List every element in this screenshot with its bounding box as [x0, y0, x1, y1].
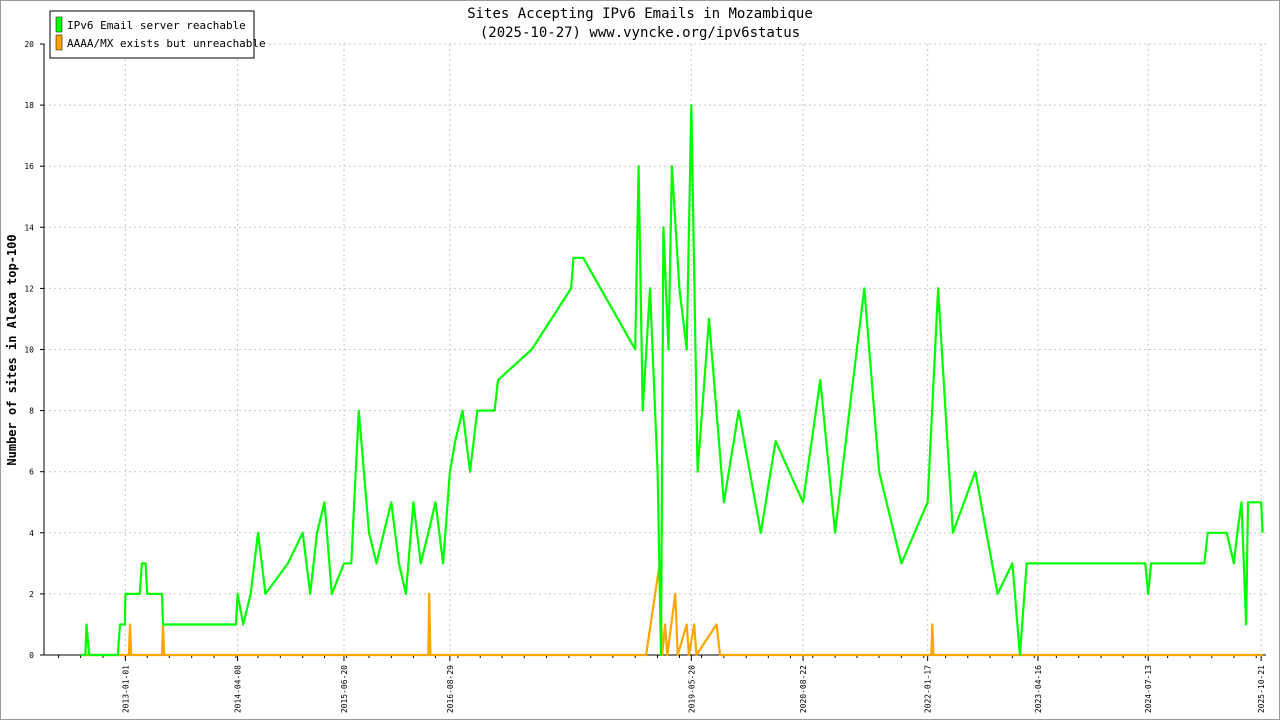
legend: IPv6 Email server reachable AAAA/MX exis… — [49, 10, 266, 59]
y-tick-label: 14 — [24, 223, 34, 232]
x-tick-label: 2024-07-13 — [1144, 665, 1153, 713]
x-tick-label: 2020-08-22 — [799, 665, 808, 713]
y-tick-label: 20 — [24, 40, 34, 49]
x-tick-label: 2015-06-20 — [340, 665, 349, 713]
series-lines — [80, 103, 1264, 657]
x-tick-label: 2023-04-16 — [1034, 665, 1043, 713]
axes: 0 2 4 6 8 10 12 14 16 18 20 2013-01-01 2014-04-08 201… — [24, 40, 1266, 713]
grid — [44, 43, 1266, 656]
y-tick-label: 18 — [24, 101, 34, 110]
y-tick-label: 2 — [29, 590, 34, 599]
y-tick-label: 4 — [29, 529, 34, 538]
legend-swatch-reachable — [55, 16, 63, 33]
x-tick-label: 2016-08-29 — [446, 665, 455, 713]
chart-subtitle: (2025-10-27) www.vyncke.org/ipv6status — [480, 25, 800, 41]
x-tick-label: 2014-04-08 — [234, 665, 243, 713]
y-tick-label: 0 — [29, 651, 34, 660]
x-tick-label: 2025-10-21 — [1257, 665, 1266, 713]
legend-label-unreachable: AAAA/MX exists but unreachable — [67, 37, 266, 50]
series-line-1 — [80, 562, 1263, 657]
series-line-0 — [80, 103, 1264, 657]
y-tick-label: 10 — [24, 346, 34, 355]
legend-box — [49, 10, 255, 59]
y-tick-label: 8 — [29, 407, 34, 416]
x-tick-label: 2022-01-17 — [924, 665, 933, 713]
x-tick-label: 2019-05-20 — [687, 665, 696, 713]
y-tick-label: 16 — [24, 162, 34, 171]
chart-title: Sites Accepting IPv6 Emails in Mozambiqu… — [467, 6, 813, 22]
y-axis-label: Number of sites in Alexa top-100 — [5, 234, 19, 465]
legend-swatch-unreachable — [55, 34, 63, 51]
legend-label-reachable: IPv6 Email server reachable — [67, 19, 246, 32]
x-tick-label: 2013-01-01 — [121, 665, 130, 713]
y-tick-label: 12 — [24, 284, 34, 293]
y-tick-label: 6 — [29, 468, 34, 477]
